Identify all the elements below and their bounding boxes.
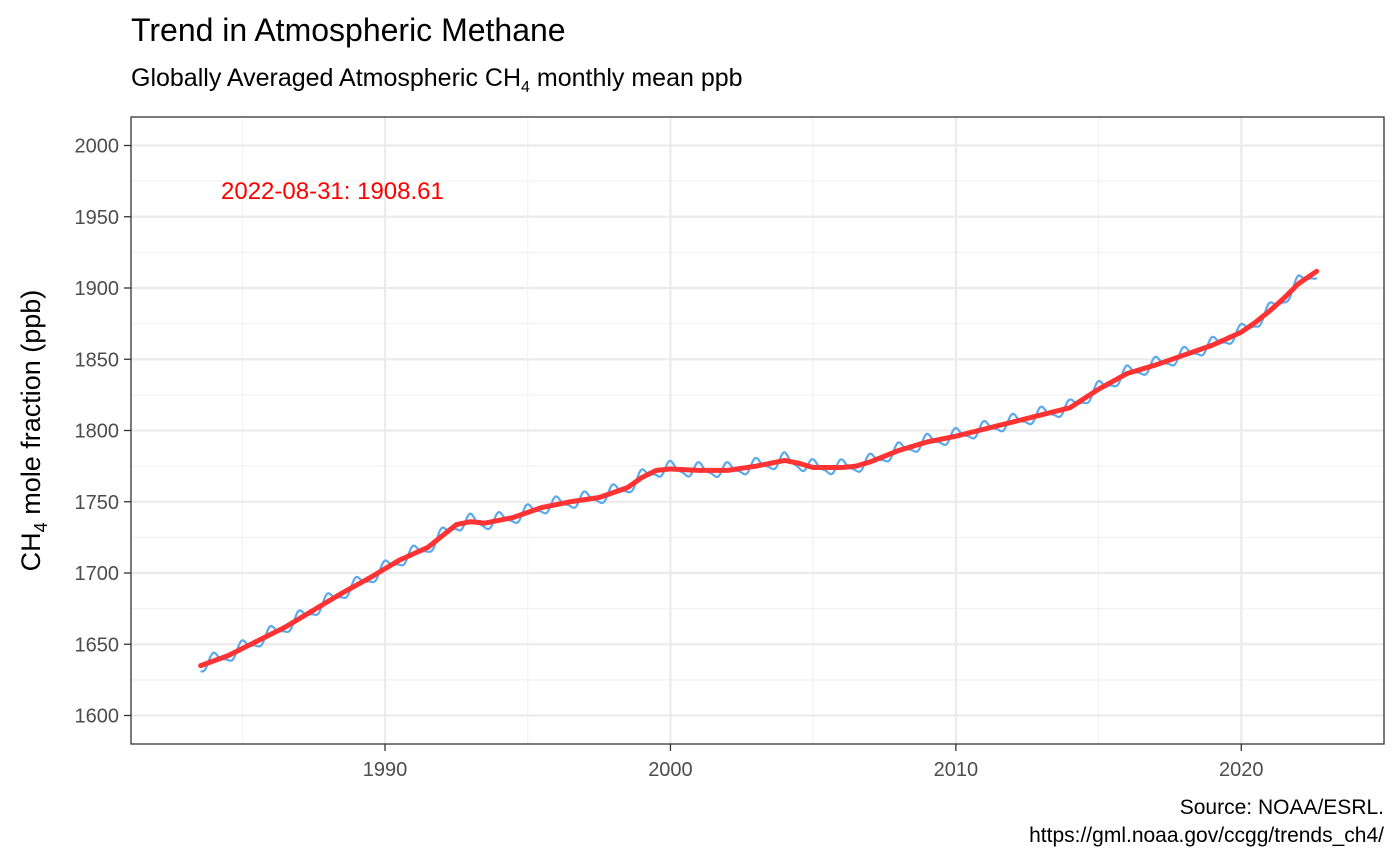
chart-title: Trend in Atmospheric Methane [131, 12, 566, 48]
monthly-mean-line [200, 274, 1318, 673]
chart-caption: Source: NOAA/ESRL. https://gml.noaa.gov/… [1029, 794, 1384, 850]
x-tick-label: 2000 [648, 759, 693, 781]
y-tick-label: 1800 [75, 421, 120, 443]
subtitle-subscript: 4 [521, 79, 530, 96]
x-tick-label: 2020 [1219, 759, 1264, 781]
subtitle-suffix: monthly mean ppb [529, 64, 743, 92]
y-axis: 1600 1650 1700 1750 1800 1850 1900 1950 2000 [75, 136, 131, 728]
caption-url: https://gml.noaa.gov/ccgg/trends_ch4/ [1029, 824, 1384, 847]
subtitle-prefix: Globally Averaged Atmospheric CH [131, 64, 522, 92]
trend-line [198, 268, 1320, 669]
latest-value-annotation: 2022-08-31: 1908.61 [221, 178, 444, 205]
ylabel-prefix: CH [16, 532, 46, 571]
y-tick-label: 1900 [75, 278, 120, 300]
y-tick-label: 1850 [75, 349, 120, 371]
caption-source: Source: NOAA/ESRL. [1179, 796, 1384, 819]
x-tick-label: 2010 [934, 759, 979, 781]
x-axis: 1990 2000 2010 2020 [363, 744, 1264, 781]
y-axis-label: CH4 mole fraction (ppb) [16, 290, 51, 572]
ylabel-suffix: mole fraction (ppb) [16, 290, 46, 523]
y-tick-label: 2000 [75, 136, 120, 158]
ylabel-subscript: 4 [31, 522, 51, 532]
y-tick-label: 1650 [75, 634, 120, 656]
y-tick-label: 1700 [75, 563, 120, 585]
y-tick-label: 1750 [75, 492, 120, 514]
y-tick-label: 1950 [75, 207, 120, 229]
x-tick-label: 1990 [363, 759, 408, 781]
chart-subtitle: Globally Averaged Atmospheric CH4 monthl… [131, 64, 743, 97]
major-gridlines [131, 117, 1384, 744]
y-tick-label: 1600 [75, 706, 120, 728]
